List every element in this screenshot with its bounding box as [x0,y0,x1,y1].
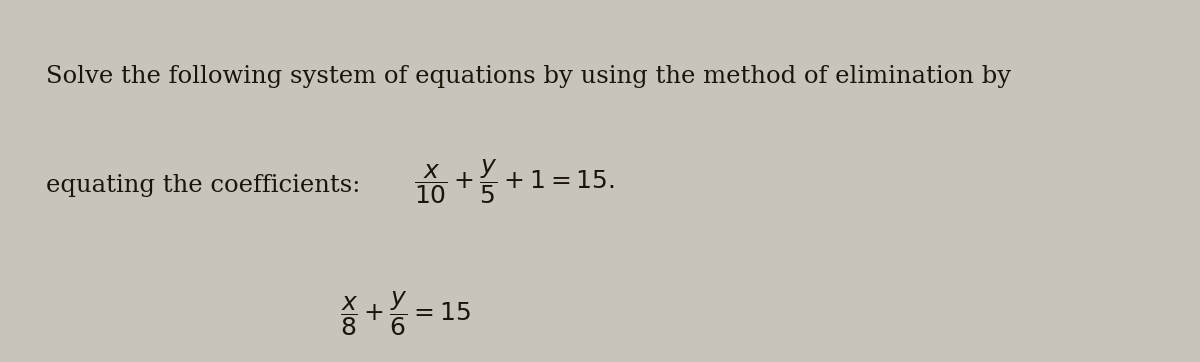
Text: $\dfrac{x}{8}+\dfrac{y}{6}=15$: $\dfrac{x}{8}+\dfrac{y}{6}=15$ [340,290,470,338]
Text: equating the coefficients:: equating the coefficients: [46,174,360,197]
Text: Solve the following system of equations by using the method of elimination by: Solve the following system of equations … [46,65,1010,88]
Text: $\dfrac{x}{10}+\dfrac{y}{5}+1=15.$: $\dfrac{x}{10}+\dfrac{y}{5}+1=15.$ [414,157,616,206]
